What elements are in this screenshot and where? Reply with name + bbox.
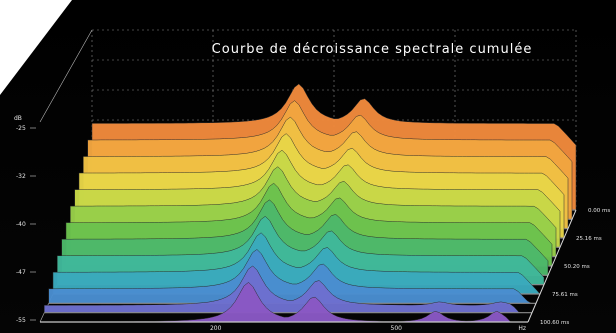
slice-75-ms: [48, 249, 536, 304]
y-axis-unit: dB: [14, 115, 22, 122]
slice-66-ms: [52, 232, 541, 295]
grid-line: [39, 29, 93, 123]
x-tick-label: 500: [391, 325, 403, 332]
z-tick-label: 100.60 ms: [540, 320, 569, 326]
y-tick-label: -47: [16, 269, 26, 276]
slice-58-ms: [57, 215, 545, 285]
slices-layer: [39, 83, 577, 323]
z-tick-label: 0.00 ms: [588, 208, 610, 214]
y-tick-label: -25: [16, 125, 26, 132]
y-tick-label: -32: [16, 173, 26, 180]
z-tick-label: 25.16 ms: [576, 236, 602, 242]
x-axis-unit: Hz: [518, 325, 526, 332]
z-tick-label: 50.20 ms: [564, 264, 590, 270]
axes-layer: dB -25 -32 -40 -47 -55 200 500 Hz 0.00 ms 25.16 ms…: [14, 115, 610, 332]
x-tick-label: 200: [210, 325, 222, 332]
z-tick-label: 75.61 ms: [552, 292, 578, 298]
y-tick-label: -40: [16, 221, 26, 228]
z-axis-line: [527, 209, 577, 323]
slice-85-ms: [44, 265, 532, 313]
chart-title: Courbe de décroissance spectrale cumulée: [212, 42, 533, 57]
y-tick-label: -55: [16, 317, 26, 324]
